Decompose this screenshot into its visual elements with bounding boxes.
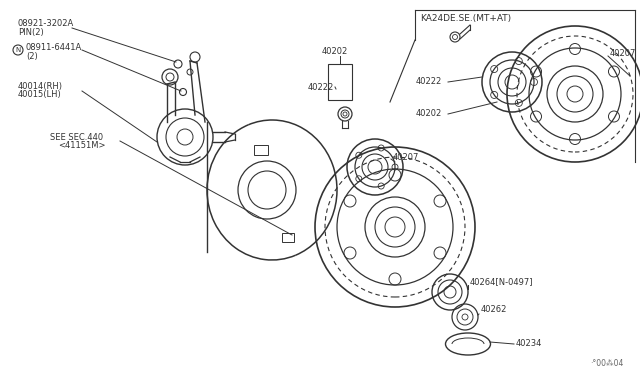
Text: 40202: 40202 xyxy=(416,109,442,119)
Text: KA24DE.SE.(MT+AT): KA24DE.SE.(MT+AT) xyxy=(420,13,511,22)
Text: 40222: 40222 xyxy=(308,83,334,92)
Text: 40207: 40207 xyxy=(610,49,636,58)
Text: ·°00⁂04: ·°00⁂04 xyxy=(590,359,623,369)
Text: 40015(LH): 40015(LH) xyxy=(18,90,61,99)
Bar xyxy=(282,233,294,242)
Bar xyxy=(254,145,268,155)
Text: 40202: 40202 xyxy=(322,48,348,57)
Text: 40222: 40222 xyxy=(416,77,442,87)
Text: 40014(RH): 40014(RH) xyxy=(18,83,63,92)
Text: (2): (2) xyxy=(26,52,38,61)
Text: 08911-6441A: 08911-6441A xyxy=(26,44,83,52)
Text: 08921-3202A: 08921-3202A xyxy=(18,19,74,29)
Text: 40264[N-0497]: 40264[N-0497] xyxy=(470,278,534,286)
Text: 40207: 40207 xyxy=(393,153,419,161)
Text: PIN(2): PIN(2) xyxy=(18,28,44,36)
Text: SEE SEC.440: SEE SEC.440 xyxy=(50,132,103,141)
Bar xyxy=(328,64,352,100)
Text: N: N xyxy=(15,47,20,53)
Text: 40234: 40234 xyxy=(516,340,542,349)
Text: <41151M>: <41151M> xyxy=(58,141,106,150)
Text: 40262: 40262 xyxy=(481,305,508,314)
